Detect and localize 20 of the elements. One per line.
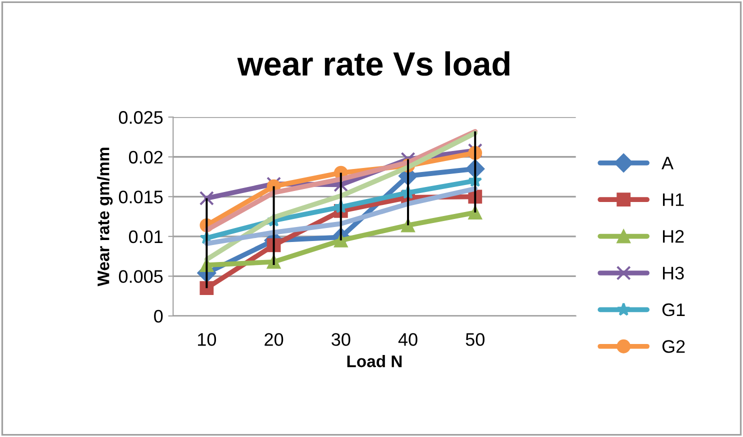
y-tick-label: 0.005 — [118, 270, 163, 283]
y-tick-label: 0.015 — [118, 190, 163, 204]
legend-label: G1 — [662, 303, 685, 316]
y-tick-label: 0.02 — [128, 150, 162, 164]
x-axis-title: Load N — [347, 355, 402, 368]
legend-label: H1 — [663, 194, 684, 206]
x-tick-label: 40 — [398, 333, 418, 346]
legend-label: H2 — [663, 230, 684, 243]
y-axis-title: Wear rate gm/mm — [97, 148, 113, 286]
x-tick-label: 50 — [466, 333, 484, 346]
y-tick-label: 0.01 — [128, 230, 163, 244]
legend-label: G2 — [662, 340, 685, 353]
legend-label: H3 — [663, 266, 684, 280]
chart-title: wear rate Vs load — [237, 51, 510, 76]
x-tick-label: 10 — [198, 333, 216, 346]
y-tick-label: 0 — [154, 310, 163, 323]
legend-label: A — [662, 156, 674, 170]
y-tick-label: 0.025 — [118, 111, 163, 124]
x-tick-label: 30 — [332, 333, 350, 346]
x-tick-label: 20 — [264, 333, 284, 346]
